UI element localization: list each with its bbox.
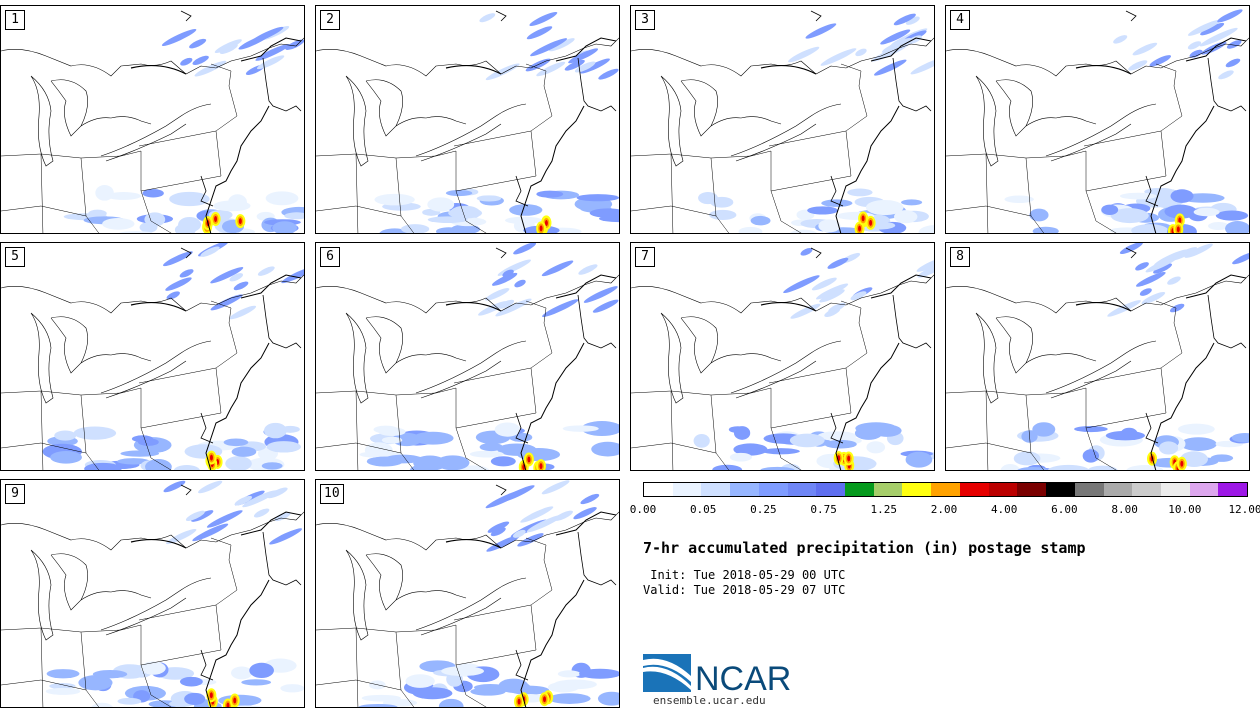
precipitation-field xyxy=(1004,9,1249,233)
colorbar-tick-label: 0.05 xyxy=(689,503,717,516)
member-number: 9 xyxy=(5,484,25,504)
member-panel-8: 8 xyxy=(945,242,1250,471)
map-plot xyxy=(316,480,619,707)
member-number: 1 xyxy=(5,10,25,30)
basemap-boundaries xyxy=(631,10,934,233)
colorbar-tick-label: 10.00 xyxy=(1168,503,1202,516)
precipitation-field xyxy=(698,13,934,233)
basemap-boundaries xyxy=(316,10,619,233)
member-panel-5: 5 xyxy=(0,242,305,471)
member-number: 3 xyxy=(635,10,655,30)
map-plot xyxy=(631,247,934,470)
colorbar-swatch-8 xyxy=(873,483,903,496)
colorbar-swatch-13 xyxy=(1017,483,1047,496)
colorbar-tick-label: 0.75 xyxy=(810,503,837,516)
basemap-boundaries xyxy=(1,247,304,470)
member-number: 2 xyxy=(320,10,340,30)
init-time: Init: Tue 2018-05-29 00 UTC xyxy=(643,568,846,582)
colorbar-tick-label: 0.00 xyxy=(629,503,657,516)
precipitation-field xyxy=(358,480,619,707)
precipitation-colorbar xyxy=(643,482,1248,497)
colorbar-swatch-18 xyxy=(1160,483,1190,496)
member-panel-9: 9 xyxy=(0,479,305,708)
basemap-boundaries xyxy=(316,484,619,707)
colorbar-swatch-3 xyxy=(730,483,759,496)
colorbar-swatch-19 xyxy=(1189,483,1219,496)
colorbar-tick-label: 1.25 xyxy=(870,503,898,516)
member-panel-3: 3 xyxy=(630,5,935,234)
precipitation-field xyxy=(63,26,304,233)
map-plot xyxy=(631,10,934,233)
colorbar-swatch-6 xyxy=(816,483,846,496)
basemap-boundaries xyxy=(1,484,304,707)
colorbar-tick-label: 2.00 xyxy=(930,503,958,516)
map-plot xyxy=(1,10,304,233)
map-plot xyxy=(1,480,304,707)
map-plot xyxy=(1,243,304,470)
colorbar-tick-label: 6.00 xyxy=(1051,503,1078,516)
basemap-boundaries xyxy=(946,10,1249,233)
colorbar-swatch-4 xyxy=(758,483,788,496)
member-number: 7 xyxy=(635,247,655,267)
colorbar-swatch-1 xyxy=(672,483,702,496)
valid-time: Valid: Tue 2018-05-29 07 UTC xyxy=(643,583,846,597)
precipitation-field xyxy=(374,11,619,233)
colorbar-swatch-15 xyxy=(1074,483,1104,496)
member-number: 8 xyxy=(950,247,970,267)
member-number: 4 xyxy=(950,10,970,30)
colorbar-swatch-12 xyxy=(988,483,1018,496)
member-panel-1: 1 xyxy=(0,5,305,234)
map-plot xyxy=(316,10,619,233)
member-panel-6: 6 xyxy=(315,242,620,471)
member-number: 10 xyxy=(320,484,344,504)
member-panel-10: 10 xyxy=(315,479,620,708)
precipitation-field xyxy=(693,247,934,470)
colorbar-tick-label: 8.00 xyxy=(1111,503,1138,516)
colorbar-swatch-9 xyxy=(902,483,932,496)
precipitation-field xyxy=(1000,243,1249,470)
colorbar-swatch-17 xyxy=(1132,483,1161,496)
member-panel-4: 4 xyxy=(945,5,1250,234)
colorbar-tick-label: 12.00 xyxy=(1228,503,1260,516)
basemap-boundaries xyxy=(946,247,1249,470)
basemap-boundaries xyxy=(1,10,304,233)
logo-url: ensemble.ucar.edu xyxy=(653,694,766,707)
ncar-logo: NCAR xyxy=(643,654,791,698)
chart-title: 7-hr accumulated precipitation (in) post… xyxy=(643,539,1086,557)
logo-text: NCAR xyxy=(695,660,791,698)
precipitation-field xyxy=(45,480,304,707)
map-plot xyxy=(946,9,1249,233)
colorbar-swatch-7 xyxy=(845,483,874,496)
member-number: 6 xyxy=(320,247,340,267)
colorbar-swatch-14 xyxy=(1046,483,1075,496)
colorbar-swatch-20 xyxy=(1218,483,1248,496)
precipitation-field xyxy=(42,243,304,470)
map-plot xyxy=(316,243,619,470)
member-number: 5 xyxy=(5,247,25,267)
colorbar-swatch-5 xyxy=(787,483,817,496)
colorbar-swatch-2 xyxy=(701,483,731,496)
colorbar-swatch-11 xyxy=(959,483,989,496)
map-plot xyxy=(946,243,1249,470)
colorbar-swatch-16 xyxy=(1103,483,1133,496)
colorbar-swatch-0 xyxy=(644,483,673,496)
basemap-boundaries xyxy=(316,247,619,470)
colorbar-tick-label: 4.00 xyxy=(990,503,1018,516)
colorbar-tick-label: 0.25 xyxy=(750,503,777,516)
member-panel-7: 7 xyxy=(630,242,935,471)
colorbar-swatch-10 xyxy=(931,483,960,496)
member-panel-2: 2 xyxy=(315,5,620,234)
basemap-boundaries xyxy=(631,247,934,470)
